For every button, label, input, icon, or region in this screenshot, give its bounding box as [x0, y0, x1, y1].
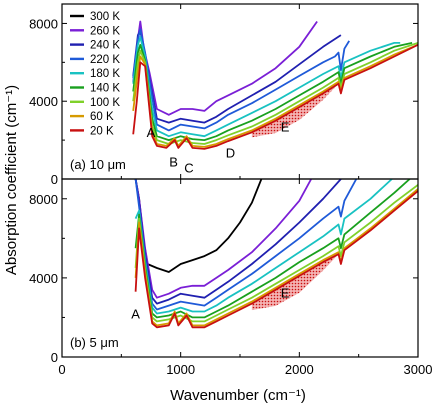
panel-frame — [61, 178, 419, 358]
feature-label-a: A — [147, 125, 156, 140]
y-tick-label: 8000 — [29, 16, 58, 31]
feature-label-c: C — [184, 161, 193, 176]
feature-label-a: A — [131, 306, 140, 321]
feature-label-d: D — [226, 146, 235, 161]
series-line-240k — [134, 179, 342, 305]
feature-e-shading — [251, 254, 339, 311]
series-line-260k — [134, 179, 312, 299]
x-tick-label: 1000 — [166, 362, 195, 377]
y-axis-title: Absorption coefficient (cm⁻¹) — [3, 85, 20, 275]
x-tick-label: 3000 — [404, 362, 433, 377]
panel-label: (b) 5 μm — [70, 335, 119, 350]
x-tick-label: 2000 — [285, 362, 314, 377]
legend-label: 220 K — [90, 54, 120, 66]
legend-label: 260 K — [90, 25, 120, 37]
feature-label-e: E — [281, 286, 290, 301]
legend-label: 300 K — [90, 11, 120, 23]
series-line-180k — [134, 179, 393, 315]
y-tick-label: 0 — [51, 172, 58, 187]
legend: 300 K 260 K 240 K 220 K 180 K 140 K 100 K 60 K 2… — [70, 11, 120, 137]
series-line-20k — [132, 43, 418, 150]
legend-label: 240 K — [90, 40, 120, 52]
feature-label-e: E — [281, 119, 290, 134]
panel-a: 0 4000 8000 (a) 10 μm AB C D E — [29, 3, 419, 187]
x-axis-title: Wavenumber (cm⁻¹) — [170, 387, 306, 404]
legend-label: 20 K — [90, 125, 114, 137]
series-line-220k — [132, 28, 350, 132]
feature-label-b: B — [169, 154, 178, 169]
x-tick-label: 0 — [58, 362, 65, 377]
legend-label: 100 K — [90, 97, 120, 109]
panel-label: (a) 10 μm — [70, 157, 126, 172]
series-line-100k — [134, 184, 418, 323]
legend-label: 140 K — [90, 83, 120, 95]
y-tick-label: 0 — [51, 350, 58, 365]
series-line-140k — [134, 179, 411, 319]
series-line-20k — [134, 190, 418, 329]
y-tick-label: 4000 — [29, 271, 58, 286]
y-tick-label: 8000 — [29, 192, 58, 207]
panel-b: 0 4000 8000 (b) 5 μm A E — [29, 178, 419, 365]
legend-label: 60 K — [90, 111, 114, 123]
y-tick-label: 4000 — [29, 94, 58, 109]
x-tick-labels: 0 1000 2000 3000 — [58, 362, 432, 377]
series-line-300k — [134, 179, 263, 273]
legend-label: 180 K — [90, 68, 120, 80]
